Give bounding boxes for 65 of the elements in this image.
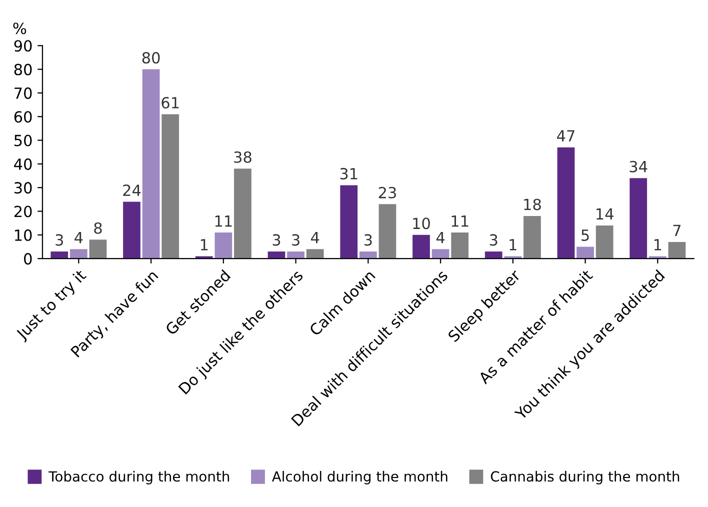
data-label: 11	[215, 215, 232, 227]
bar	[557, 147, 575, 259]
y-tick-label: 70	[14, 87, 32, 99]
y-tick-label: 50	[14, 134, 32, 146]
data-label: 31	[340, 168, 358, 180]
y-tick-label: 80	[14, 64, 32, 76]
legend-label: Tobacco during the month	[48, 470, 230, 484]
data-label: 34	[630, 160, 648, 172]
data-label: 3	[292, 234, 300, 246]
bar	[123, 202, 140, 259]
bar	[432, 249, 450, 259]
y-tick-label: 40	[14, 158, 32, 170]
bar	[162, 114, 180, 259]
data-label: 1	[510, 239, 516, 250]
legend-label: Cannabis during the month	[490, 470, 680, 484]
data-label: 23	[378, 186, 396, 198]
bar	[89, 240, 107, 259]
data-label: 3	[56, 234, 64, 246]
bar	[596, 225, 614, 259]
y-tick-label: 10	[14, 229, 32, 241]
data-label: 4	[436, 232, 445, 244]
data-label: 80	[142, 52, 160, 64]
y-tick-label: 60	[14, 111, 32, 123]
bar	[268, 251, 286, 259]
data-label: 8	[94, 222, 102, 234]
bar	[630, 178, 648, 259]
y-tick-label: 0	[24, 253, 32, 265]
bar	[668, 242, 686, 259]
data-label: 3	[364, 234, 372, 246]
data-label: 3	[490, 234, 498, 246]
bar	[378, 204, 396, 259]
bar	[484, 251, 502, 259]
bar	[50, 251, 68, 259]
data-label: 24	[123, 184, 141, 196]
bar	[234, 168, 252, 259]
data-label: 1	[200, 239, 208, 250]
bar	[576, 246, 594, 259]
data-label: 7	[673, 224, 681, 236]
bar	[359, 251, 377, 259]
y-tick-label: 20	[14, 206, 32, 218]
data-label: 5	[582, 230, 589, 241]
bar	[287, 251, 304, 259]
bar	[451, 232, 469, 259]
bar	[70, 249, 88, 259]
data-label: 61	[162, 96, 179, 109]
y-tick-label: 90	[14, 40, 32, 52]
data-label: 1	[654, 239, 662, 250]
data-label: 14	[596, 208, 614, 220]
data-label: 47	[557, 130, 574, 142]
data-label: 18	[524, 198, 541, 210]
y-axis-title: %	[13, 22, 26, 34]
bar	[306, 249, 324, 259]
data-label: 4	[310, 232, 320, 244]
data-label: 10	[413, 218, 430, 230]
data-label: 38	[234, 151, 252, 163]
y-tick-label: 30	[14, 182, 32, 194]
bar	[412, 234, 430, 259]
bar	[214, 232, 232, 259]
bar	[340, 185, 358, 259]
bar	[142, 69, 160, 259]
legend-label: Alcohol during the month	[272, 470, 448, 484]
data-label: 3	[272, 234, 280, 246]
bar	[524, 216, 541, 259]
data-label: 11	[452, 215, 468, 227]
data-label: 4	[74, 232, 83, 244]
